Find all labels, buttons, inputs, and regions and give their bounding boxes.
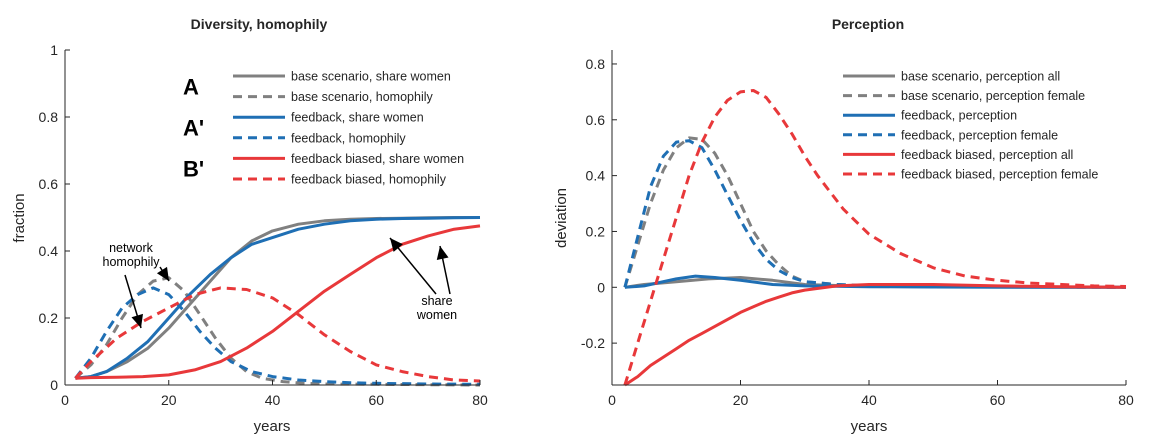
panel-title-diversity: Diversity, homophily — [191, 16, 328, 32]
series-layer-right — [623, 89, 1127, 387]
annotation-text: women — [416, 308, 457, 322]
y-tick-label: 0.2 — [586, 223, 606, 239]
panel-perception: Perception 0 20 40 60 80 -0.2 0 0.2 0.4 0.6 0.8 ba… — [553, 16, 1134, 435]
panel-title-perception: Perception — [832, 16, 904, 32]
series-line-0-2 — [75, 216, 481, 380]
annotation-arrowhead — [131, 313, 143, 328]
series-line-0-4 — [75, 224, 481, 380]
annotation-arrowhead — [390, 238, 403, 252]
annotation-text: network — [109, 241, 154, 255]
x-tick-label: 0 — [608, 392, 616, 408]
x-tick-label: 80 — [1118, 392, 1134, 408]
series-line-1-4 — [624, 283, 1127, 387]
legend-entry: base scenario, share women — [291, 70, 451, 84]
series-line-0-3 — [74, 286, 481, 386]
legend-entry: feedback, perception female — [901, 128, 1058, 142]
legend-entry: feedback biased, perception female — [901, 168, 1098, 182]
y-tick-label: 0.8 — [39, 109, 59, 125]
legend-right: base scenario, perception all base scenar… — [843, 70, 1098, 182]
annotation-arrowhead — [436, 246, 449, 260]
legend-entry: feedback, share women — [291, 111, 424, 125]
annotation-text: share — [421, 294, 452, 308]
legend-entry: feedback biased, share women — [291, 152, 464, 166]
y-tick-label: 1 — [50, 42, 58, 58]
series-line-0-1 — [74, 276, 481, 387]
legend-entry: feedback, perception — [901, 109, 1017, 123]
y-tick-label: 0.4 — [39, 243, 59, 259]
scenario-marker: A' — [183, 116, 204, 141]
y-axis-label-left: fraction — [11, 193, 28, 242]
x-tick-label: 40 — [861, 392, 877, 408]
y-tick-label: 0.6 — [586, 112, 606, 128]
y-tick-label: 0.6 — [39, 176, 59, 192]
x-tick-label: 80 — [472, 392, 488, 408]
x-tick-label: 0 — [61, 392, 69, 408]
y-tick-label: 0.8 — [586, 56, 606, 72]
panel-diversity: Diversity, homophily 0 20 40 60 80 0 0.2 0.4 0.6… — [11, 16, 488, 435]
x-tick-label: 60 — [368, 392, 384, 408]
x-tick-label: 60 — [990, 392, 1006, 408]
legend-entry: base scenario, homophily — [291, 90, 433, 104]
series-line-1-3 — [623, 139, 1127, 289]
y-axis-label-right: deviation — [553, 188, 570, 248]
series-line-1-5 — [623, 89, 1127, 386]
y-tick-label: 0.4 — [586, 168, 606, 184]
legend-left: base scenario, share women base scenario,… — [233, 70, 464, 187]
x-tick-label: 40 — [265, 392, 281, 408]
legend-entry: base scenario, perception female — [901, 89, 1085, 103]
series-layer-left — [74, 216, 481, 387]
y-tick-label: 0 — [50, 377, 58, 393]
axes-right: 0 20 40 60 80 -0.2 0 0.2 0.4 0.6 0.8 — [581, 50, 1134, 408]
y-tick-label: 0.2 — [39, 310, 59, 326]
x-axis-label-right: years — [851, 418, 888, 435]
series-line-0-5 — [74, 286, 481, 383]
legend-entry: base scenario, perception all — [901, 70, 1060, 84]
legend-entry: feedback, homophily — [291, 131, 406, 145]
axes-left: 0 20 40 60 80 0 0.2 0.4 0.6 0.8 1 — [39, 42, 488, 408]
annotation-text: homophily — [103, 255, 161, 269]
x-tick-label: 20 — [733, 392, 749, 408]
x-axis-label-left: years — [254, 418, 291, 435]
y-tick-label: -0.2 — [581, 335, 605, 351]
scenario-marker: B' — [183, 157, 204, 182]
scenario-markers: A A' B' — [183, 74, 204, 181]
y-tick-label: 0 — [597, 279, 605, 295]
scenario-marker: A — [183, 74, 199, 99]
x-tick-label: 20 — [161, 392, 177, 408]
legend-entry: feedback biased, perception all — [901, 148, 1073, 162]
annotation-arrowhead — [156, 266, 169, 281]
legend-entry: feedback biased, homophily — [291, 173, 447, 187]
